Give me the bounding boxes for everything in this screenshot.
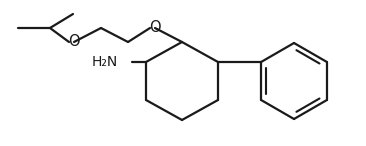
Text: H₂N: H₂N	[92, 55, 118, 69]
Text: O: O	[68, 34, 80, 49]
Text: O: O	[149, 20, 161, 35]
